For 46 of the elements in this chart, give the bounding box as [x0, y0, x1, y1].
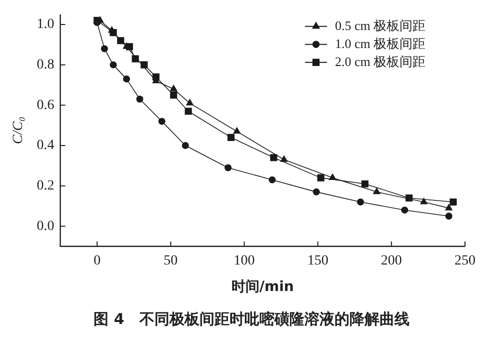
- point: [110, 61, 117, 68]
- point: [184, 108, 192, 115]
- point: [280, 155, 288, 162]
- x-tick-label: 50: [164, 253, 178, 268]
- point: [170, 84, 178, 92]
- legend-label: 2.0 cm 极板间距: [335, 54, 426, 69]
- point: [401, 206, 408, 214]
- point: [420, 198, 428, 204]
- x-tick-label: 250: [454, 253, 476, 268]
- x-tick-label: 100: [234, 253, 255, 268]
- point: [182, 142, 189, 150]
- point: [372, 187, 381, 194]
- point: [170, 92, 178, 99]
- point: [224, 164, 232, 172]
- point: [444, 204, 453, 210]
- point: [357, 198, 364, 206]
- x-tick-label: 0: [94, 253, 101, 268]
- x-tick-label: 150: [307, 253, 328, 268]
- point: [317, 174, 324, 182]
- point: [233, 126, 241, 134]
- point: [445, 212, 452, 220]
- point: [270, 154, 278, 162]
- point: [132, 55, 139, 62]
- y-tick-label: 0.0: [36, 218, 54, 234]
- point: [123, 75, 130, 82]
- x-axis-title: 时间/min: [231, 279, 294, 296]
- x-tick-label: 200: [380, 253, 402, 268]
- point: [136, 96, 144, 103]
- point: [186, 98, 194, 106]
- legend-label: 1.0 cm 极板间距: [335, 36, 426, 51]
- point: [158, 118, 166, 125]
- y-tick-label: 0.4: [36, 138, 54, 154]
- point: [100, 45, 108, 52]
- y-tick-label: 1.0: [36, 17, 54, 32]
- y-tick-label: 0.2: [36, 178, 54, 194]
- y-tick-label: 0.8: [36, 58, 54, 73]
- point: [312, 188, 320, 196]
- point: [268, 176, 276, 184]
- point: [361, 180, 368, 188]
- y-axis-title: C/C₀: [11, 116, 26, 144]
- caption: 图 4 不同极板间距时吡嘧磺隆溶液的降解曲线: [92, 310, 410, 329]
- point: [227, 134, 235, 141]
- legend-label: 0.5 cm 极板间距: [335, 18, 426, 33]
- point: [450, 198, 457, 206]
- y-tick-label: 0.6: [36, 98, 54, 113]
- point: [328, 173, 336, 180]
